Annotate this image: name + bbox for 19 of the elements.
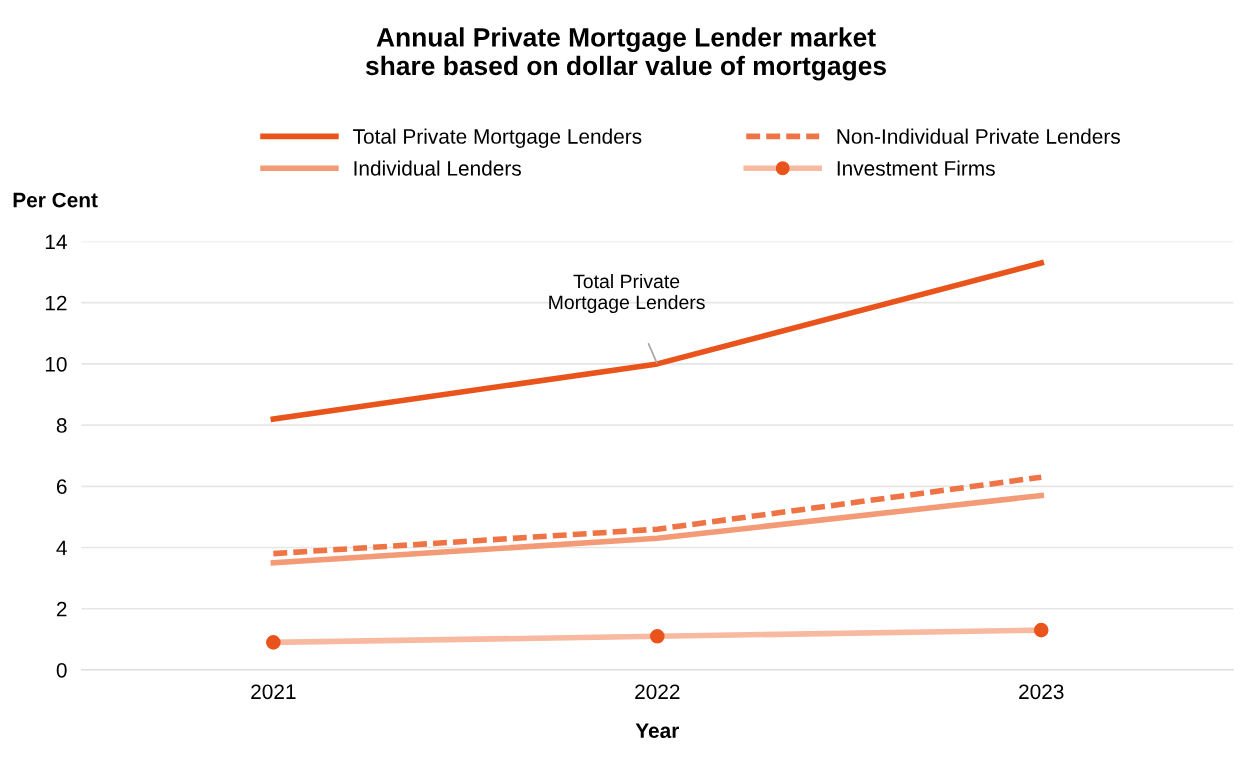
x-tick-label: 2023: [1019, 684, 1064, 700]
y-tick-label: 12: [45, 295, 67, 311]
y-tick-label: 4: [56, 540, 67, 556]
y-tick-label: 10: [45, 356, 67, 372]
legend-label: Investment Firms: [837, 160, 995, 176]
x-axis-title: Year: [635, 723, 679, 738]
y-tick-label: 2: [56, 601, 67, 617]
legend-label: Non-Individual Private Lenders: [837, 128, 1120, 144]
y-axis-title: Per Cent: [13, 192, 98, 208]
y-tick-label: 0: [56, 662, 67, 678]
y-tick-label: 8: [56, 418, 67, 433]
y-tick-label: 6: [56, 479, 67, 495]
chart-title: Annual Private Mortgage Lender market share based on dollar value of mortgages: [365, 27, 886, 81]
x-tick-label: 2021: [251, 684, 296, 700]
annotation: Total Private Mortgage Lenders: [549, 273, 705, 314]
legend-label: Total Private Mortgage Lenders: [353, 128, 642, 148]
x-tick-label: 2022: [635, 684, 680, 700]
legend-label: Individual Lenders: [354, 160, 521, 176]
y-tick-label: 14: [45, 234, 67, 250]
